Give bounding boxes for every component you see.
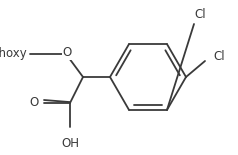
Text: O: O [30, 97, 39, 109]
Text: Cl: Cl [194, 7, 206, 20]
Text: methoxy: methoxy [0, 47, 28, 60]
Text: OH: OH [61, 137, 79, 150]
Text: O: O [62, 46, 72, 60]
Text: Cl: Cl [213, 51, 225, 64]
